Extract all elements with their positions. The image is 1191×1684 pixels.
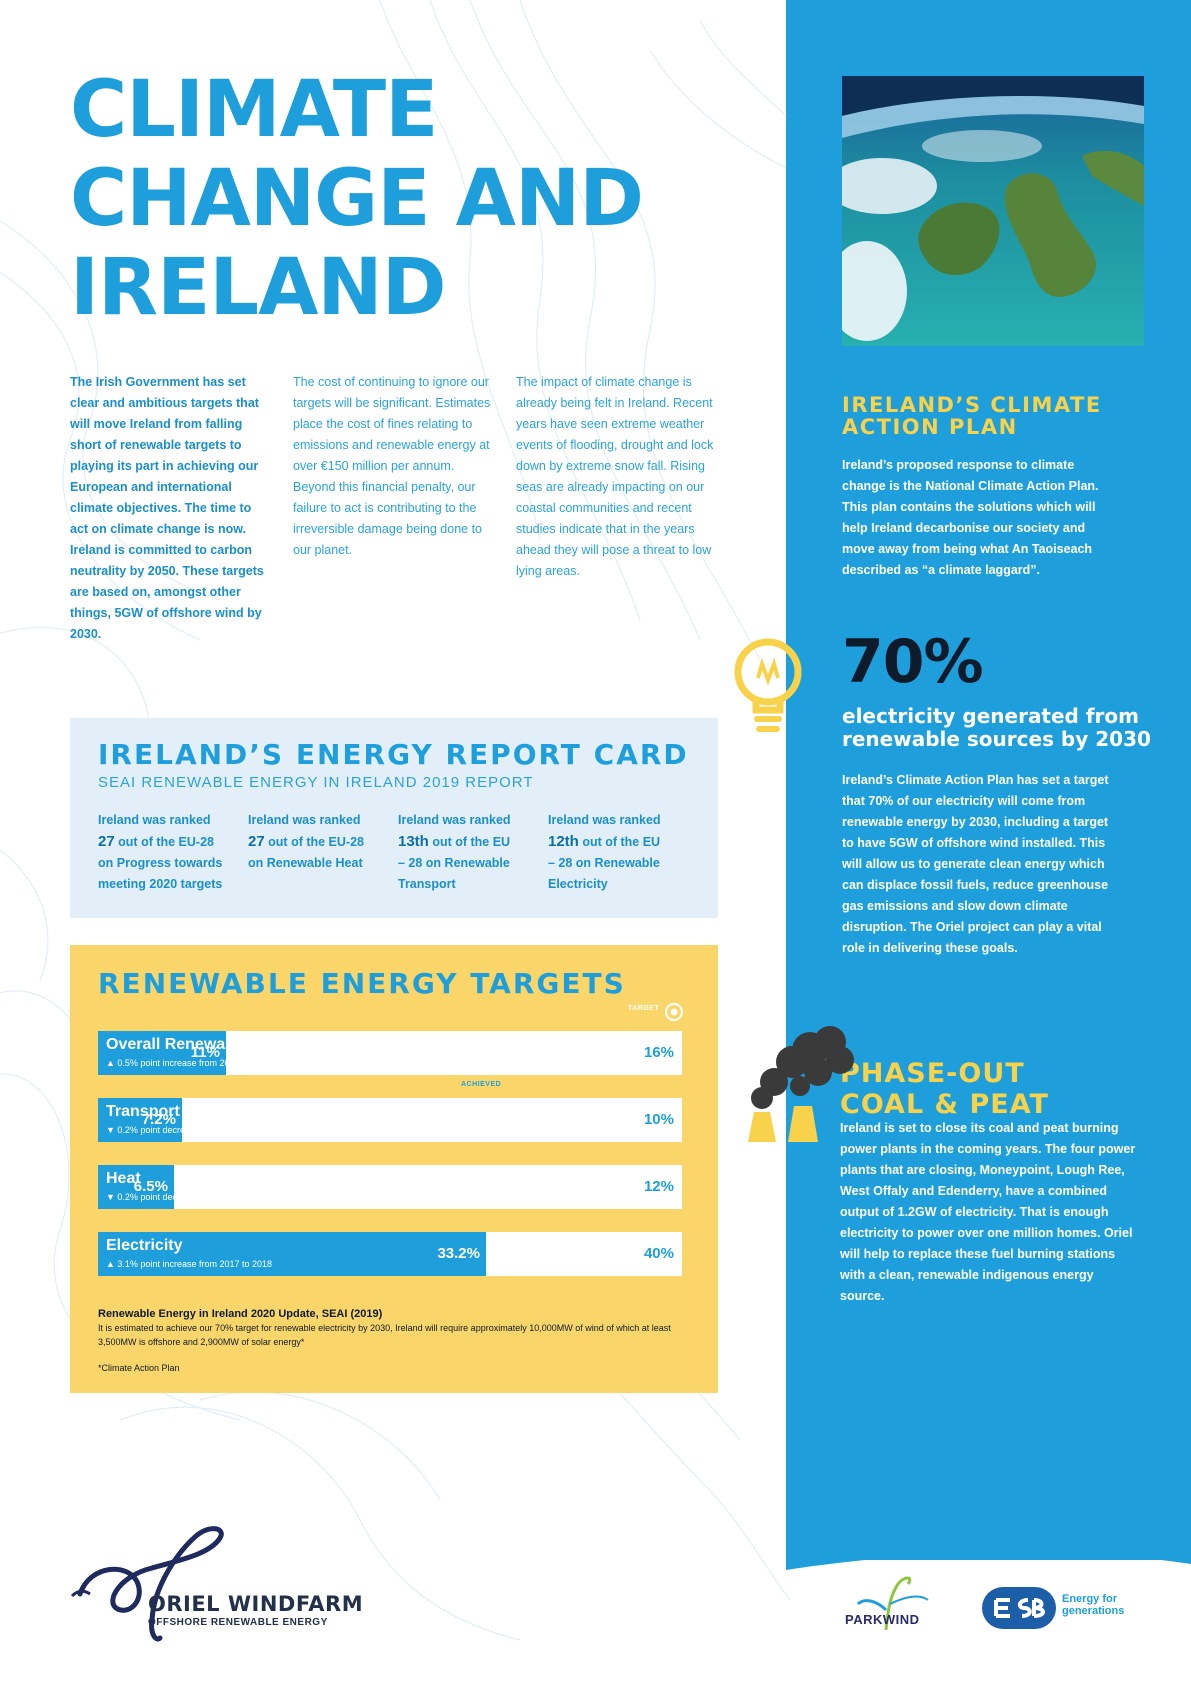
esb-logo-mark [982, 1587, 1056, 1629]
earth-satellite-image [842, 76, 1144, 346]
parkwind-name: PARKWIND [845, 1612, 920, 1627]
climate-action-plan-text: Ireland’s proposed response to climate c… [842, 458, 1099, 577]
smoke-stacks-icon [748, 1026, 854, 1142]
target-icon [665, 1003, 683, 1021]
achieved-value: 6.5% [133, 1178, 168, 1195]
oriel-windfarm-tagline: OFFSHORE RENEWABLE ENERGY [148, 1617, 328, 1628]
climate-action-plan-heading: IRELAND’S CLIMATE ACTION PLAN [842, 393, 1102, 439]
target-legend-label: TARGET [628, 1005, 660, 1012]
intro-column-3: The impact of climate change is already … [516, 375, 714, 578]
achieved-bar [98, 1232, 486, 1276]
achieved-bar [98, 1165, 174, 1209]
target-value: 40% [643, 1245, 674, 1262]
achieved-value: 7.2% [141, 1111, 176, 1128]
seventy-percent-figure: 70% [842, 627, 984, 697]
ranking-progress: Ireland was ranked 27 out of the EU-28 o… [98, 813, 223, 891]
target-value: 12% [643, 1178, 674, 1195]
percent-body-text: Ireland’s Climate Action Plan has set a … [842, 773, 1109, 955]
achieved-bar [98, 1098, 182, 1142]
targets-source-note: Renewable Energy in Ireland 2020 Update,… [98, 1308, 671, 1347]
energy-report-card: IRELAND’S ENERGY REPORT CARD SEAI RENEWA… [70, 718, 718, 918]
oriel-windfarm-name: ORIEL WINDFARM [148, 1592, 364, 1616]
page-title: CLIMATE CHANGE AND IRELAND [70, 65, 644, 333]
intro-column-2: The cost of continuing to ignore our tar… [293, 375, 491, 557]
ranking-heat: Ireland was ranked 27 out of the EU-28 o… [248, 813, 364, 870]
target-value: 16% [643, 1044, 674, 1061]
phase-out-coal-text: Ireland is set to close its coal and pea… [840, 1121, 1136, 1303]
targets-footnote: *Climate Action Plan [98, 1363, 180, 1373]
parkwind-logo-mark [856, 1576, 929, 1631]
report-card-subtitle: SEAI RENEWABLE ENERGY IN IRELAND 2019 RE… [98, 774, 534, 791]
target-row-transport: Transport ▼ 0.2% point decrease from 201… [98, 1098, 682, 1142]
panel-wave-edge [786, 1530, 1191, 1570]
target-row-heat: Heat ▼ 0.2% point decrease from 2017 to … [98, 1165, 682, 1209]
achieved-value: 11% [190, 1044, 220, 1061]
achieved-value: 33.2% [437, 1245, 480, 1262]
target-row-overall: Overall Renewable Energy Supply ▲ 0.5% p… [98, 1031, 682, 1075]
renewable-targets-panel: RENEWABLE ENERGY TARGETS TARGET Overall … [70, 945, 718, 1393]
target-value: 10% [643, 1111, 674, 1128]
right-blue-panel: IRELAND’S CLIMATE ACTION PLAN Ireland’s … [786, 0, 1191, 1684]
targets-title: RENEWABLE ENERGY TARGETS [98, 967, 626, 1000]
target-row-electricity: Electricity ▲ 3.1% point increase from 2… [98, 1232, 682, 1276]
intro-column-1: The Irish Government has set clear and a… [70, 375, 264, 641]
report-card-title: IRELAND’S ENERGY REPORT CARD [98, 738, 689, 771]
esb-tagline: Energy for generations [1062, 1593, 1125, 1617]
percent-subtitle: electricity generated from renewable sou… [842, 704, 1151, 751]
ranking-electricity: Ireland was ranked 12th out of the EU – … [548, 813, 661, 891]
achieved-bar [98, 1031, 226, 1075]
ranking-transport: Ireland was ranked 13th out of the EU – … [398, 813, 511, 891]
lightbulb-icon [734, 638, 802, 732]
oriel-windfarm-logo-mark [70, 1526, 224, 1642]
phase-out-coal-heading: PHASE-OUT COAL & PEAT [840, 1058, 1049, 1120]
achieved-legend-label: ACHIEVED [461, 1081, 502, 1088]
